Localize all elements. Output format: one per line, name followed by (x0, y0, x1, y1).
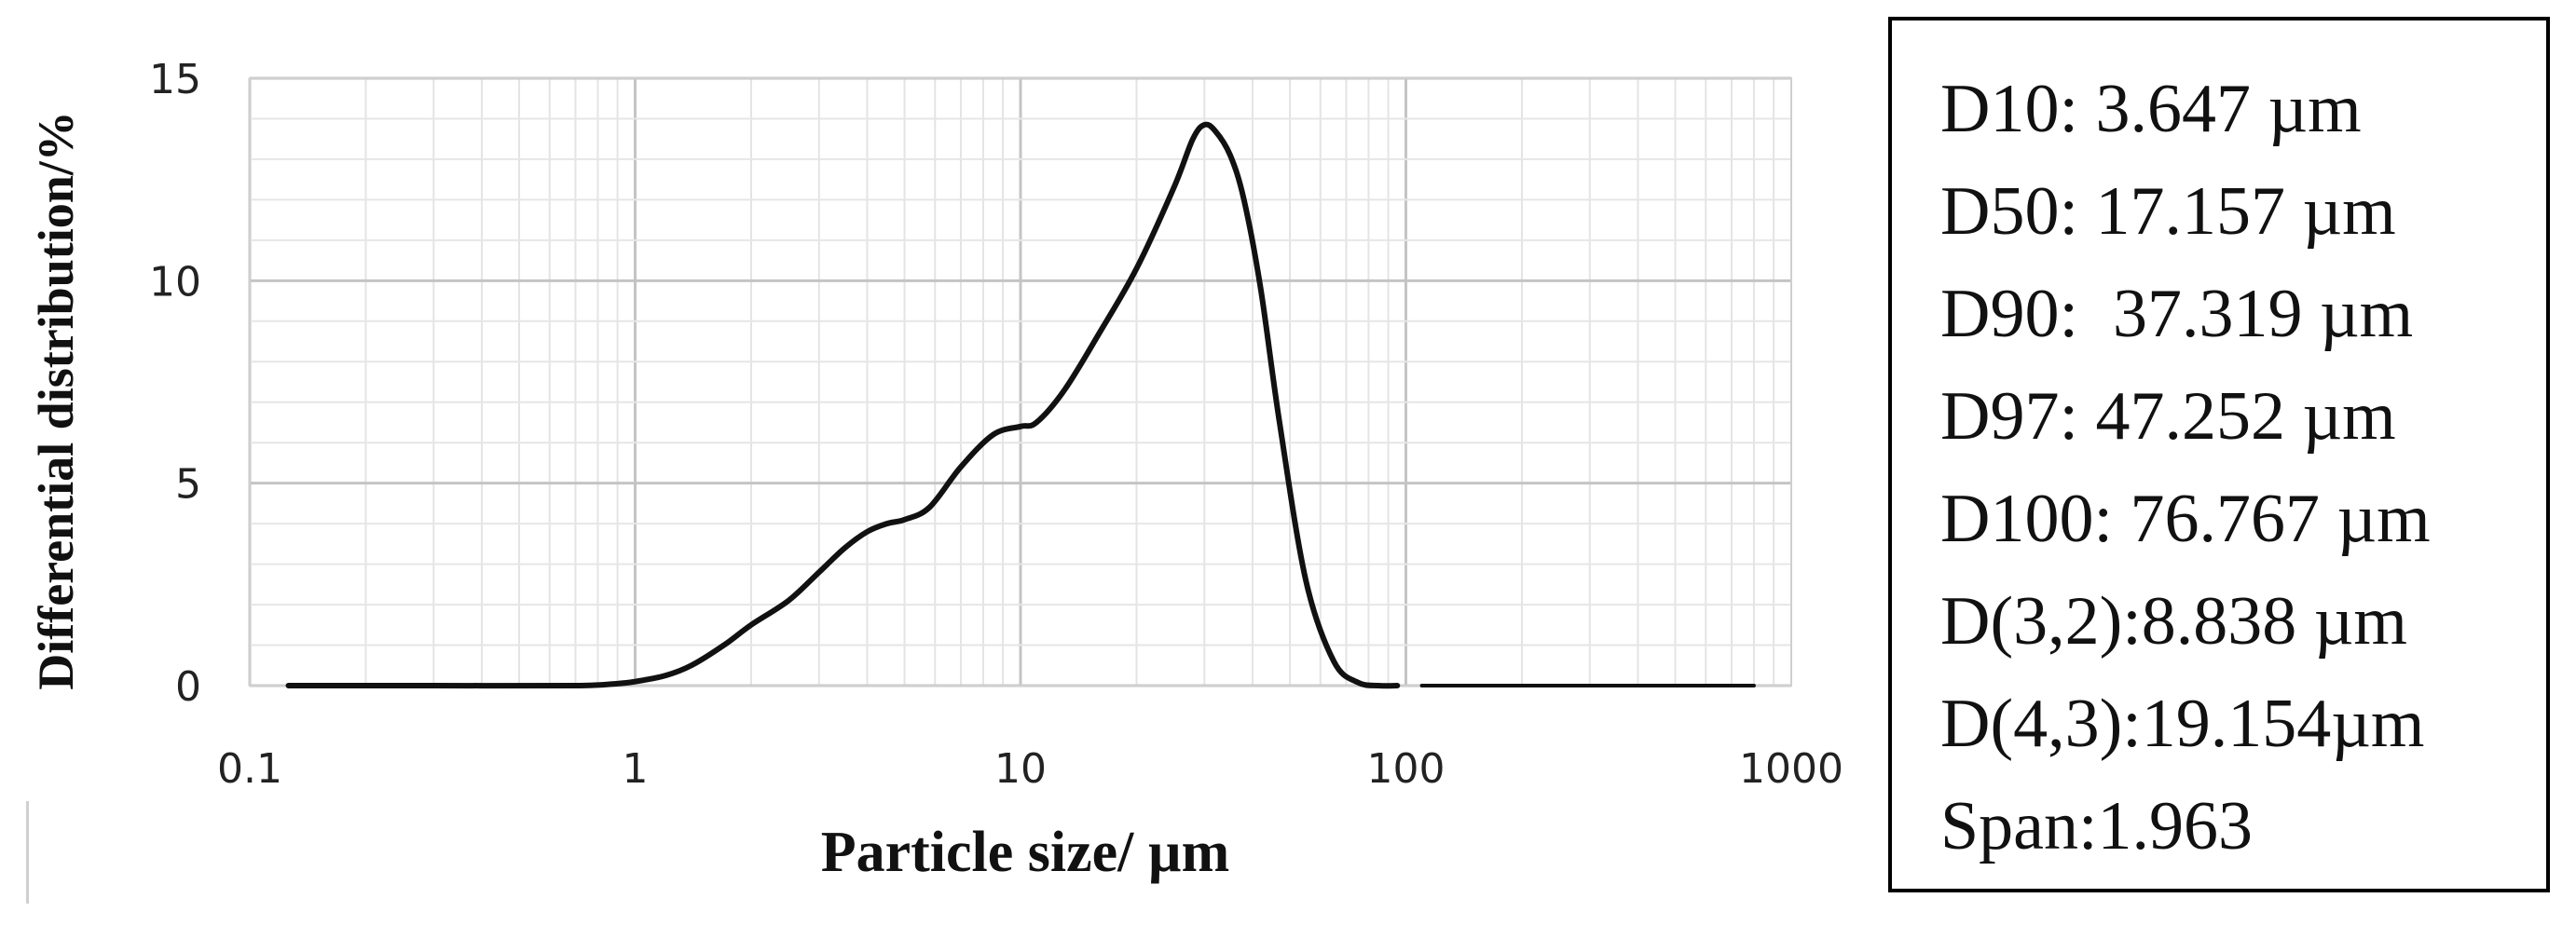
stats-box: D10: 3.647 µm D50: 17.157 µm D90: 37.319… (1888, 17, 2550, 892)
stats-d32: D(3,2):8.838 µm (1940, 583, 2407, 660)
stats-d50: D50: 17.157 µm (1940, 173, 2396, 250)
series-line (285, 121, 1401, 689)
series-layer (285, 121, 1756, 689)
y-axis-title: Differential distribution/% (28, 111, 84, 690)
stats-d97: D97: 47.252 µm (1940, 378, 2396, 455)
edge-mark (26, 801, 29, 904)
x-tick-label: 100 (1367, 745, 1446, 793)
stats-d90: D90: 37.319 µm (1940, 276, 2414, 352)
x-tick-label: 1 (623, 745, 649, 793)
x-tick-label: 10 (994, 745, 1047, 793)
stats-d100: D100: 76.767 µm (1940, 481, 2431, 557)
y-tick-label: 5 (175, 461, 201, 509)
x-tick-label: 0.1 (217, 745, 282, 793)
particle-size-chart: 0.1 1 10 100 1000 0 5 10 15 Particle size/ µm Di… (28, 56, 1843, 884)
y-tick-label: 10 (149, 258, 201, 306)
grid-layer (248, 76, 1791, 687)
plot-area-border (249, 77, 1792, 687)
stats-d10: D10: 3.647 µm (1940, 71, 2362, 147)
y-tick-label: 15 (149, 56, 201, 103)
stats-span: Span:1.963 (1940, 788, 2254, 864)
x-tick-label: 1000 (1739, 745, 1843, 793)
y-tick-label: 0 (175, 663, 201, 711)
x-axis-title: Particle size/ µm (821, 821, 1230, 884)
stats-d43: D(4,3):19.154µm (1940, 686, 2425, 762)
tick-layer: 0.1 1 10 100 1000 0 5 10 15 (149, 56, 1843, 793)
